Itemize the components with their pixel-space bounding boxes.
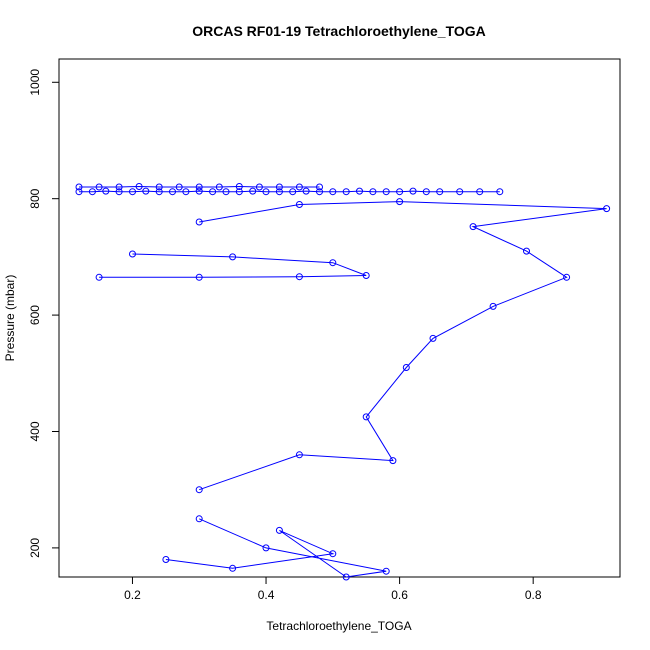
data-point	[275, 183, 283, 191]
data-point	[295, 451, 303, 459]
data-point	[235, 183, 243, 190]
data-point	[382, 567, 390, 575]
data-point	[382, 188, 390, 196]
data-point	[275, 188, 283, 196]
data-point	[195, 515, 203, 523]
data-point	[489, 302, 497, 310]
data-point	[496, 188, 504, 196]
y-tick-label: 200	[28, 538, 42, 558]
data-point	[195, 218, 203, 226]
data-point	[369, 188, 377, 196]
y-axis: 200 400 600 800 1000	[28, 69, 60, 558]
data-point	[129, 250, 136, 258]
y-tick-label: 400	[28, 421, 42, 441]
data-point	[316, 188, 323, 196]
data-point	[115, 188, 123, 196]
x-tick-label: 0.8	[525, 588, 542, 602]
data-point	[295, 201, 303, 208]
data-point	[195, 273, 203, 281]
data-point	[476, 188, 484, 196]
data-point	[195, 486, 203, 494]
data-point	[563, 273, 571, 281]
x-tick-label: 0.2	[124, 588, 141, 602]
data-point	[329, 550, 337, 558]
data-point	[195, 183, 203, 191]
data-point	[215, 183, 223, 191]
data-point	[329, 188, 337, 196]
data-point	[222, 188, 230, 196]
chart-title: ORCAS RF01-19 Tetrachloroethylene_TOGA	[192, 23, 486, 39]
data-point	[302, 187, 310, 195]
series-line-5	[99, 253, 367, 278]
data-point	[182, 188, 190, 196]
data-point	[342, 573, 350, 581]
data-point	[356, 187, 363, 195]
data-point	[362, 272, 370, 279]
data-point	[396, 188, 404, 196]
data-point	[295, 183, 303, 191]
data-point	[155, 188, 163, 196]
data-point	[295, 273, 303, 281]
data-point	[422, 188, 430, 196]
data-point	[249, 187, 257, 195]
data-point	[102, 187, 110, 195]
y-tick-label: 1000	[28, 69, 42, 96]
data-point	[255, 183, 263, 191]
data-point	[195, 187, 203, 195]
data-point	[115, 183, 123, 191]
data-point	[316, 183, 323, 191]
data-point	[262, 544, 270, 552]
data-point	[95, 183, 103, 191]
series-line-3	[199, 201, 607, 491]
data-point	[456, 188, 464, 196]
data-point	[169, 188, 176, 196]
data-point	[209, 188, 217, 196]
plot-layer	[75, 183, 611, 581]
data-point	[275, 526, 283, 534]
data-point	[75, 188, 83, 196]
x-axis: 0.2 0.4 0.6 0.8	[124, 576, 542, 602]
data-point	[523, 247, 530, 255]
data-point	[469, 223, 477, 231]
data-point	[142, 187, 150, 195]
x-axis-label: Tetrachloroethylene_TOGA	[266, 619, 411, 633]
data-point	[402, 364, 410, 371]
data-point	[262, 188, 270, 196]
data-point	[75, 183, 83, 191]
data-point	[362, 413, 370, 421]
y-tick-label: 600	[28, 305, 42, 325]
y-axis-label: Pressure (mbar)	[3, 275, 17, 362]
data-point	[429, 334, 437, 342]
data-point	[175, 183, 183, 191]
data-point	[409, 187, 417, 195]
data-point	[155, 183, 163, 191]
data-point	[342, 188, 350, 196]
x-tick-label: 0.6	[391, 588, 408, 602]
x-tick-label: 0.4	[258, 588, 275, 602]
data-point	[88, 188, 96, 196]
series-line-2	[79, 185, 320, 188]
data-point	[95, 273, 103, 281]
data-point	[389, 457, 397, 465]
data-point	[135, 183, 143, 190]
series-line-4	[165, 518, 387, 578]
series-line-1	[79, 190, 500, 193]
data-point	[129, 188, 136, 196]
data-point	[329, 259, 337, 267]
y-tick-label: 800	[28, 188, 42, 208]
data-point	[235, 188, 243, 196]
data-point	[229, 564, 237, 572]
data-point	[396, 198, 404, 206]
data-point	[289, 188, 297, 196]
data-point	[162, 556, 170, 563]
data-point	[229, 253, 237, 261]
data-point	[603, 205, 611, 213]
data-point	[436, 188, 444, 196]
